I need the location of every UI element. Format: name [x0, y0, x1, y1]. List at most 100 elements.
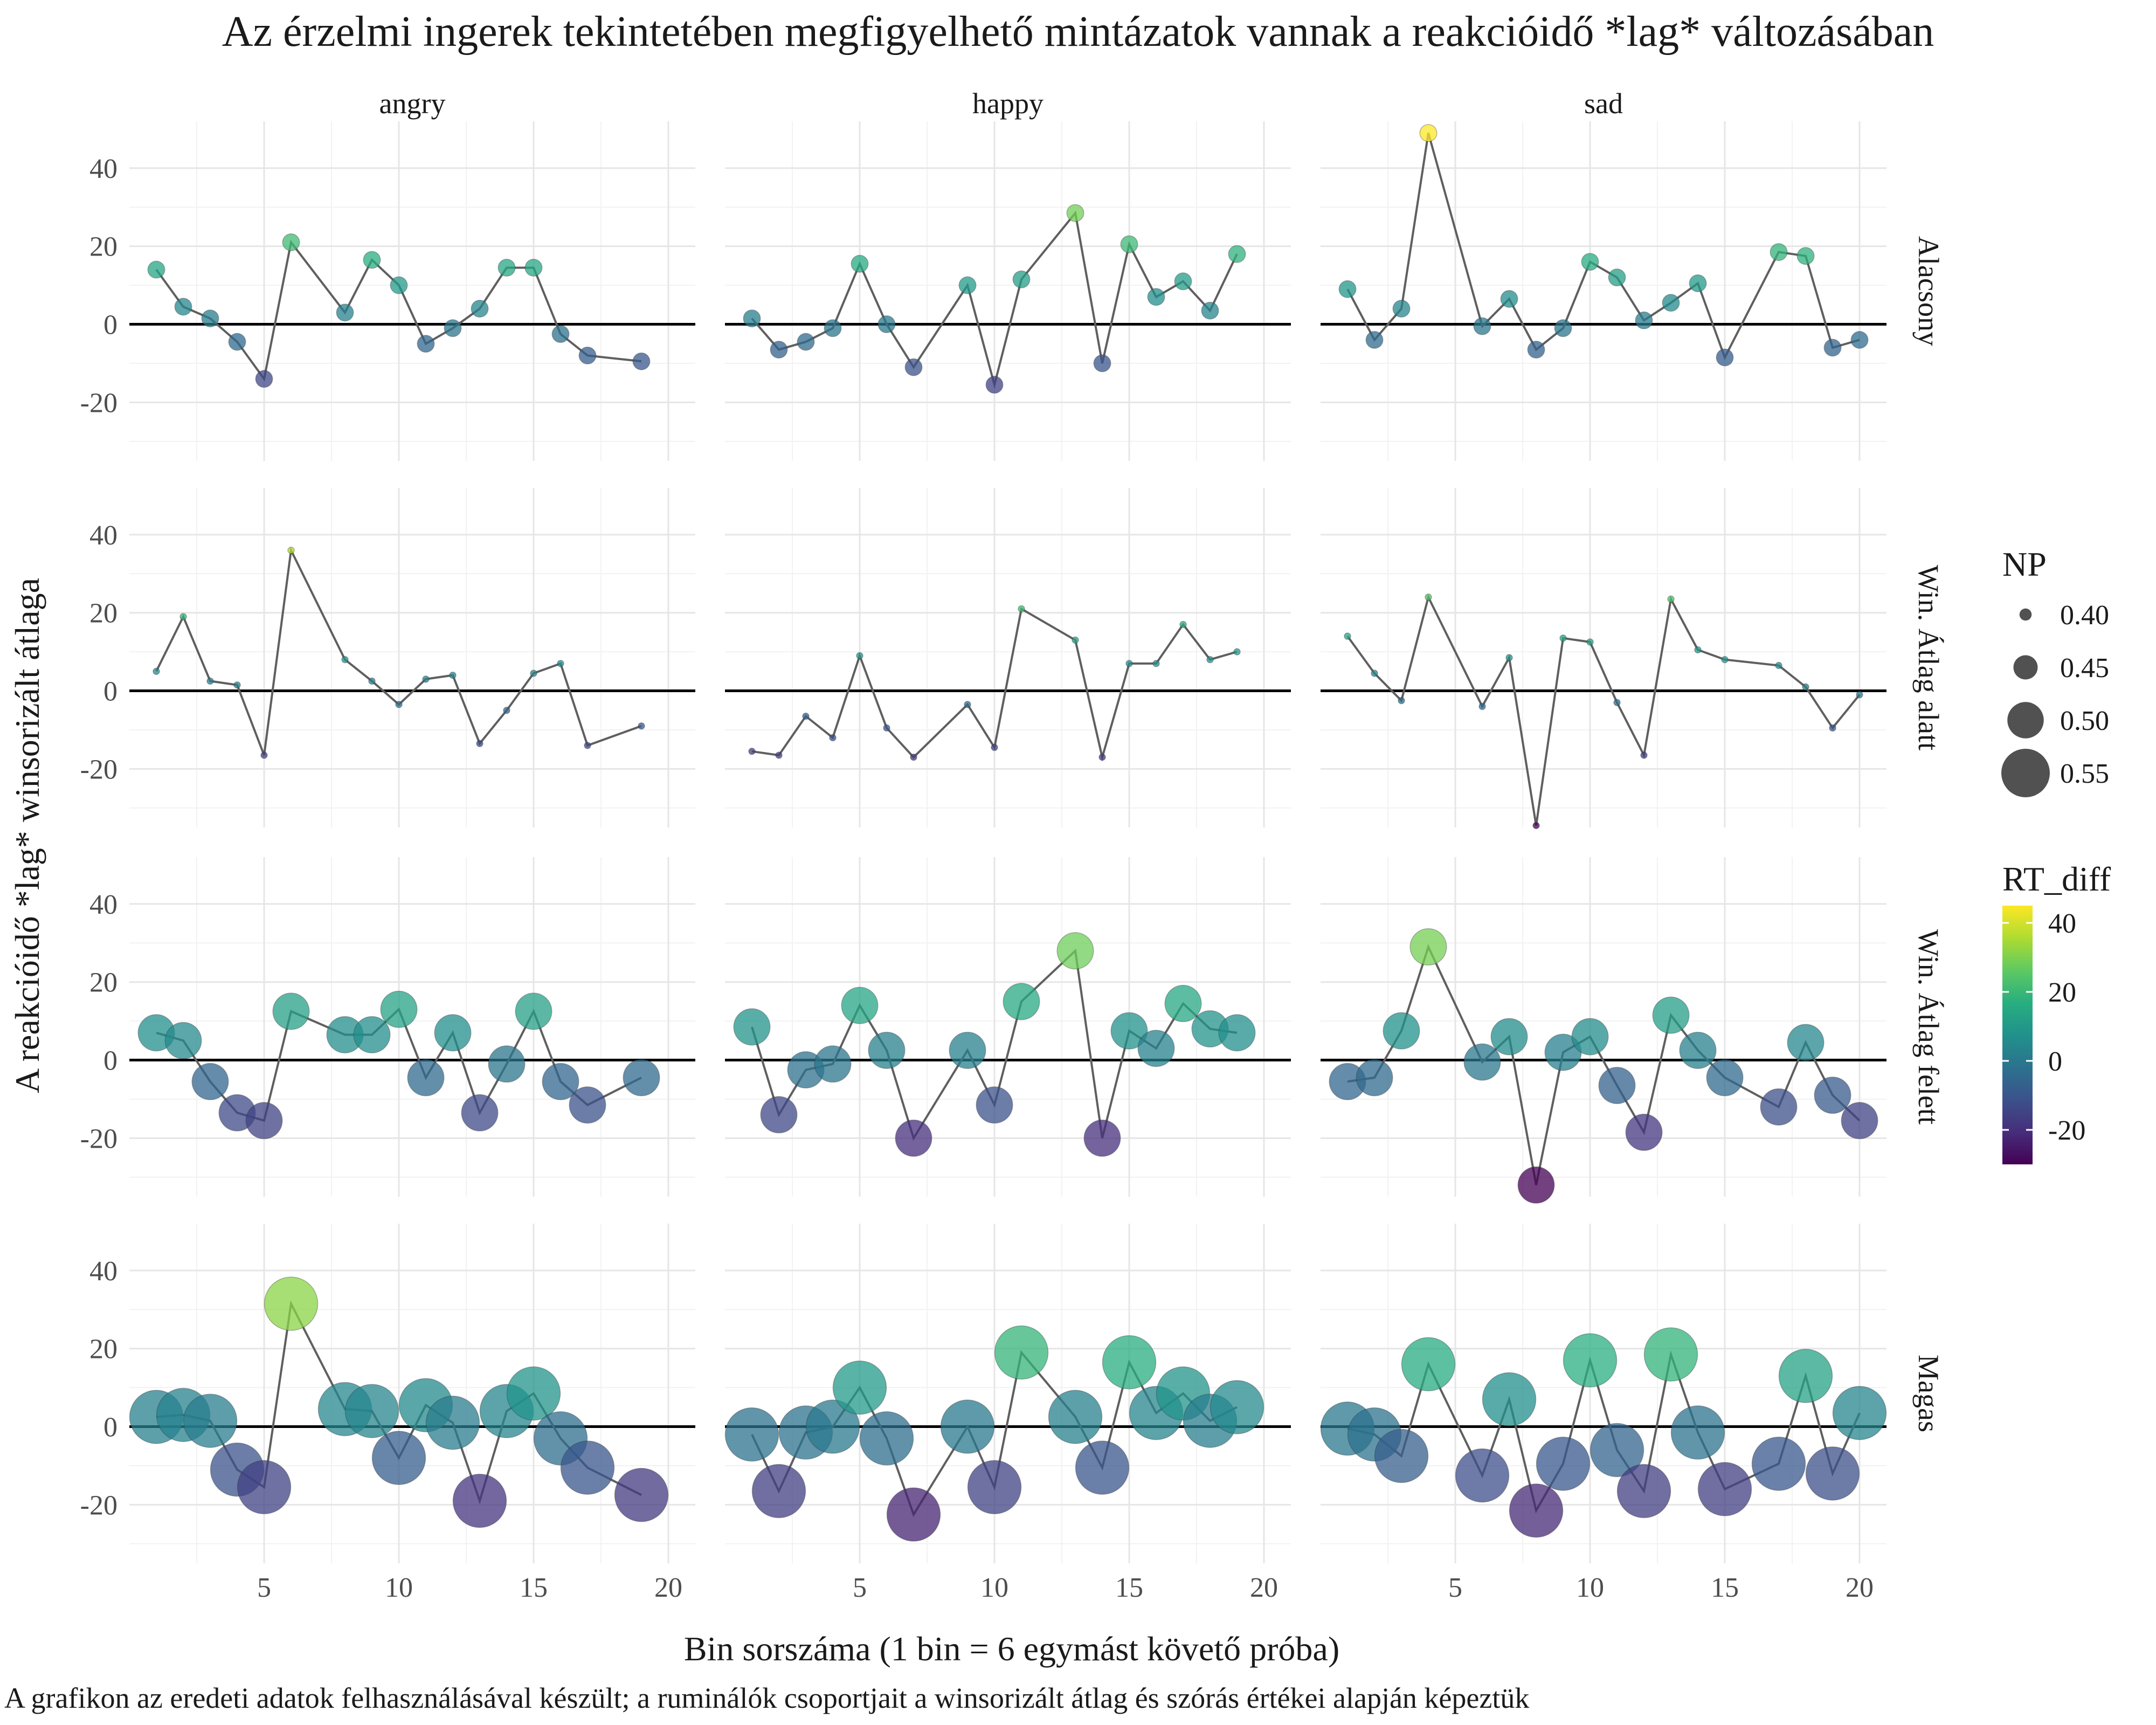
data-point — [1206, 656, 1214, 664]
panel-angry-0: -20 0 20 40 — [80, 121, 695, 461]
data-point — [733, 1008, 771, 1046]
data-point — [1409, 928, 1447, 966]
data-point — [1425, 594, 1432, 601]
row-strip: Magas — [1912, 1355, 1945, 1432]
chart-title: Az érzelmi ingerek tekintetében megfigye… — [222, 8, 1934, 56]
data-point — [201, 309, 219, 328]
data-point — [164, 1022, 202, 1059]
data-point — [191, 1062, 229, 1100]
y-tick-label: 0 — [103, 1046, 118, 1077]
data-point — [1012, 270, 1031, 288]
data-point — [1613, 699, 1621, 707]
data-point — [1751, 1437, 1806, 1491]
data-point — [829, 734, 837, 742]
data-point — [530, 670, 537, 677]
data-point — [1344, 632, 1351, 640]
data-point — [1098, 753, 1106, 761]
data-point — [584, 742, 591, 749]
data-point — [1072, 636, 1079, 644]
colorbar-tick-label: 40 — [2048, 908, 2076, 939]
data-point — [503, 707, 510, 714]
data-point — [461, 1094, 499, 1131]
y-tick-label: 40 — [89, 520, 118, 551]
data-point — [623, 1059, 660, 1096]
data-point — [542, 1062, 579, 1100]
data-point — [1652, 996, 1690, 1034]
data-point — [1527, 341, 1545, 359]
data-point — [1532, 822, 1540, 830]
data-point — [287, 547, 295, 554]
panel-sad-0 — [1321, 121, 1887, 461]
data-point — [353, 1016, 391, 1053]
size-legend-label: 0.45 — [2060, 653, 2109, 684]
x-tick-label: 10 — [385, 1572, 413, 1603]
color-legend-title: RT_diff — [2002, 860, 2111, 898]
data-point — [179, 613, 187, 620]
data-point — [841, 986, 879, 1024]
data-point — [1093, 354, 1111, 372]
data-point — [856, 652, 863, 660]
data-point — [1640, 751, 1648, 759]
data-point — [814, 1045, 852, 1083]
panel-happy-2 — [725, 857, 1291, 1197]
data-point — [1554, 319, 1572, 337]
data-point — [1694, 646, 1702, 654]
data-point — [515, 992, 552, 1030]
data-point — [976, 1086, 1013, 1124]
y-tick-label: 0 — [103, 677, 118, 707]
size-legend: NP 0.40 0.45 0.50 0.55 — [2001, 545, 2109, 797]
y-tick-label: 20 — [89, 598, 118, 629]
data-point — [1770, 243, 1788, 261]
y-tick-label: 0 — [103, 310, 118, 341]
data-point — [1210, 1380, 1264, 1434]
data-point — [877, 315, 896, 334]
data-point — [614, 1468, 669, 1522]
panel-angry-1: -20 0 20 40 — [80, 488, 695, 827]
data-point — [1581, 253, 1599, 271]
data-point — [1152, 660, 1160, 667]
size-legend-key — [2001, 749, 2050, 797]
data-point — [506, 1366, 561, 1421]
size-legend-label: 0.50 — [2060, 706, 2109, 736]
data-point — [1832, 1385, 1887, 1440]
data-point — [341, 656, 349, 664]
data-point — [174, 298, 192, 316]
data-point — [1490, 1018, 1528, 1055]
data-point — [233, 681, 241, 689]
data-point — [1125, 660, 1133, 667]
data-point — [724, 1407, 779, 1462]
y-tick-label: -20 — [80, 388, 118, 418]
data-point — [1233, 648, 1241, 656]
data-point — [206, 677, 214, 685]
data-point — [272, 992, 310, 1030]
data-point — [1802, 683, 1809, 691]
data-point — [805, 1399, 860, 1454]
panel-sad-3: 5 10 15 20 — [1320, 1224, 1887, 1603]
x-tick-label: 20 — [654, 1572, 682, 1603]
x-tick-label: 10 — [1576, 1572, 1604, 1603]
x-axis-title: Bin sorszáma (1 bin = 6 egymást követő p… — [684, 1630, 1339, 1668]
data-point — [802, 712, 810, 720]
data-point — [1850, 331, 1869, 349]
data-point — [560, 1440, 615, 1495]
data-point — [1110, 1012, 1148, 1050]
data-point — [1706, 1059, 1744, 1096]
data-point — [153, 667, 160, 675]
data-point — [449, 671, 457, 679]
data-point — [1147, 288, 1165, 306]
data-point — [1841, 1102, 1878, 1140]
data-point — [985, 376, 1004, 394]
data-point — [824, 319, 842, 337]
data-point — [886, 1487, 941, 1542]
data-point — [1455, 1448, 1510, 1503]
data-point — [1590, 1423, 1644, 1478]
data-point — [1419, 124, 1438, 142]
data-point — [1505, 654, 1513, 661]
data-point — [444, 319, 462, 337]
column-strips: angry happy sad — [379, 87, 1623, 120]
data-point — [147, 260, 165, 279]
data-point — [1048, 1390, 1103, 1444]
colorbar-tick-label: 0 — [2048, 1046, 2062, 1077]
caption: A grafikon az eredeti adatok felhasználá… — [4, 1682, 1529, 1714]
data-point — [760, 1096, 798, 1134]
